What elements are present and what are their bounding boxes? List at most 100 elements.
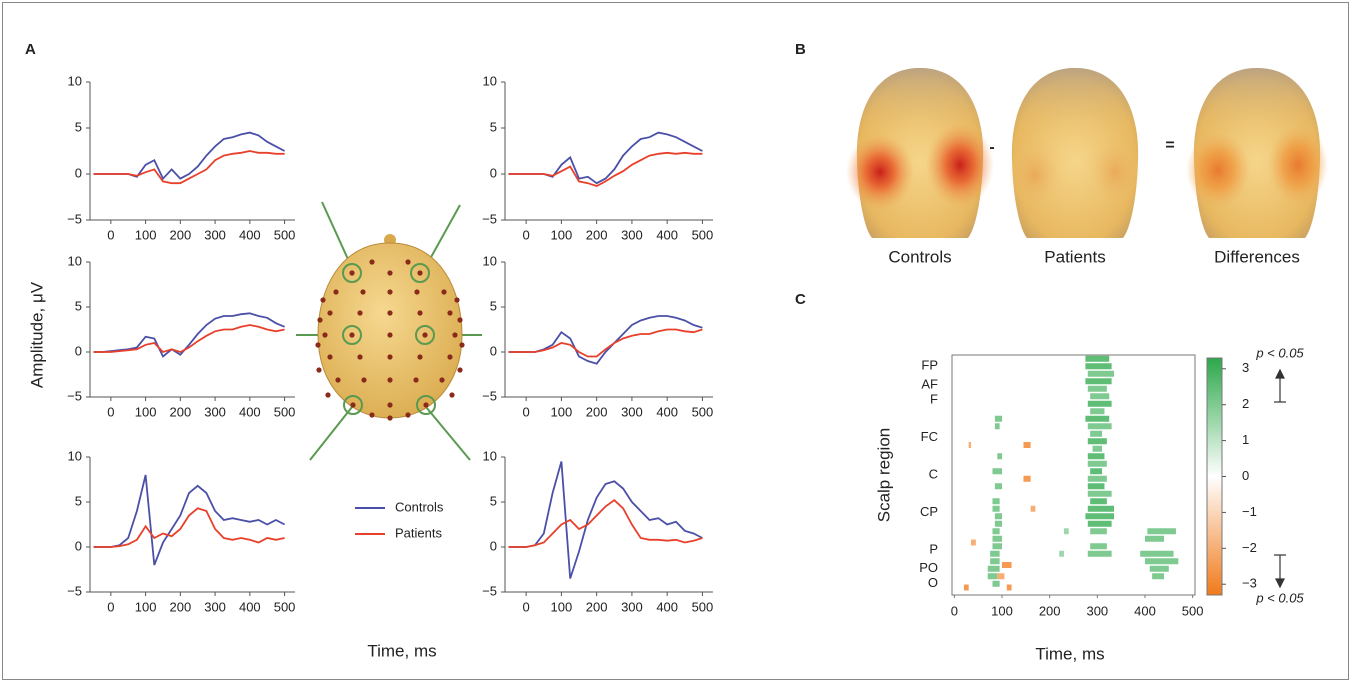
x-tick-label: 100	[551, 227, 573, 242]
y-tick-label: F	[930, 391, 938, 406]
legend-label: Controls	[395, 499, 444, 514]
x-tick-label: 0	[523, 404, 530, 419]
significance-cell	[1023, 442, 1031, 448]
x-tick-label: 100	[135, 227, 157, 242]
y-tick-label: 10	[68, 253, 82, 268]
significance-cell	[1085, 513, 1114, 520]
electrode	[317, 317, 323, 323]
electrode	[417, 310, 423, 316]
electrode	[316, 367, 322, 373]
x-tick-label: 400	[1134, 603, 1156, 618]
x-tick-label: 400	[656, 404, 678, 419]
significance-cell	[992, 505, 1000, 512]
electrode	[447, 354, 453, 360]
electrode	[441, 289, 447, 295]
electrode	[387, 402, 393, 408]
electrode	[349, 270, 355, 276]
significance-cell	[1090, 528, 1107, 535]
electrode	[327, 354, 333, 360]
x-tick-label: 500	[1182, 603, 1204, 618]
y-tick-label: PO	[919, 560, 938, 575]
panel-label: B	[795, 41, 806, 58]
y-tick-label: 5	[75, 493, 82, 508]
electrode	[417, 270, 423, 276]
colorbar-tick-label: 1	[1242, 432, 1249, 447]
x-tick-label: 200	[169, 404, 191, 419]
electrode	[405, 259, 411, 265]
significance-cell	[992, 543, 1003, 550]
topography-label: Controls	[888, 247, 951, 266]
series-line	[508, 499, 703, 548]
significance-cell	[994, 483, 1003, 490]
significance-cell	[1140, 550, 1174, 557]
significance-cell	[1152, 573, 1165, 580]
y-tick-label: −5	[67, 211, 82, 226]
series-line	[93, 150, 285, 185]
significance-cell	[963, 584, 969, 591]
series-line	[508, 131, 703, 185]
operator: =	[1165, 137, 1174, 154]
series-line	[508, 328, 703, 358]
colorbar-tick-label: −1	[1242, 504, 1257, 519]
electrode	[349, 332, 355, 338]
colorbar	[1206, 357, 1223, 596]
significance-cell	[1085, 363, 1112, 370]
y-tick-label: 10	[483, 253, 497, 268]
electrode	[422, 332, 428, 338]
significance-cell	[992, 468, 1003, 475]
significance-cell	[1087, 423, 1112, 430]
significance-cell	[1092, 445, 1103, 452]
significance-cell	[994, 520, 1003, 527]
x-tick-label: 300	[204, 404, 226, 419]
y-tick-label: 0	[75, 538, 82, 553]
significance-cell	[968, 442, 972, 448]
significance-cell	[1059, 550, 1064, 557]
y-tick-label: 5	[490, 119, 497, 134]
legend-label: Patients	[395, 525, 442, 540]
x-tick-label: 100	[135, 599, 157, 614]
significance-arrows	[1274, 368, 1286, 589]
electrode	[369, 259, 375, 265]
y-tick-label: O	[928, 575, 938, 590]
x-tick-label: 100	[551, 599, 573, 614]
significance-cell	[1087, 505, 1114, 512]
y-tick-label: 5	[75, 298, 82, 313]
significance-cell	[994, 423, 1000, 430]
electrode	[405, 412, 411, 418]
significance-cell	[994, 415, 1003, 422]
significance-cell	[1147, 528, 1176, 535]
series-line	[93, 324, 285, 354]
x-tick-label: 200	[1039, 603, 1061, 618]
significance-cell	[1085, 415, 1110, 422]
significance-cell	[1090, 408, 1105, 415]
significance-cell	[1090, 468, 1103, 475]
significance-cell	[1144, 535, 1165, 542]
significance-cell	[971, 539, 976, 546]
electrode	[387, 289, 393, 295]
significance-cell	[992, 580, 1000, 587]
significance-cell	[1023, 475, 1031, 482]
significance-cell	[990, 550, 1000, 557]
significance-cell	[1087, 438, 1107, 445]
significance-cell	[1087, 520, 1112, 527]
y-tick-label: FC	[921, 429, 938, 444]
significance-cell	[992, 535, 1003, 542]
x-tick-label: 200	[586, 404, 608, 419]
significance-cell	[992, 498, 1000, 505]
electrode	[387, 310, 393, 316]
y-tick-label: −5	[67, 388, 82, 403]
y-tick-label: 0	[75, 165, 82, 180]
panel-label: A	[25, 41, 36, 58]
x-tick-label: 500	[274, 227, 296, 242]
y-tick-label: CP	[920, 504, 938, 519]
x-axis-label: Time, ms	[1035, 644, 1104, 663]
colorbar-tick-label: 0	[1242, 468, 1249, 483]
topography-differences	[1186, 68, 1328, 238]
x-tick-label: 300	[621, 404, 643, 419]
significance-cell	[1090, 393, 1110, 400]
x-tick-label: 300	[621, 599, 643, 614]
annotation: p < 0.05	[1255, 345, 1304, 360]
x-tick-label: 300	[204, 227, 226, 242]
electrode	[320, 297, 326, 303]
